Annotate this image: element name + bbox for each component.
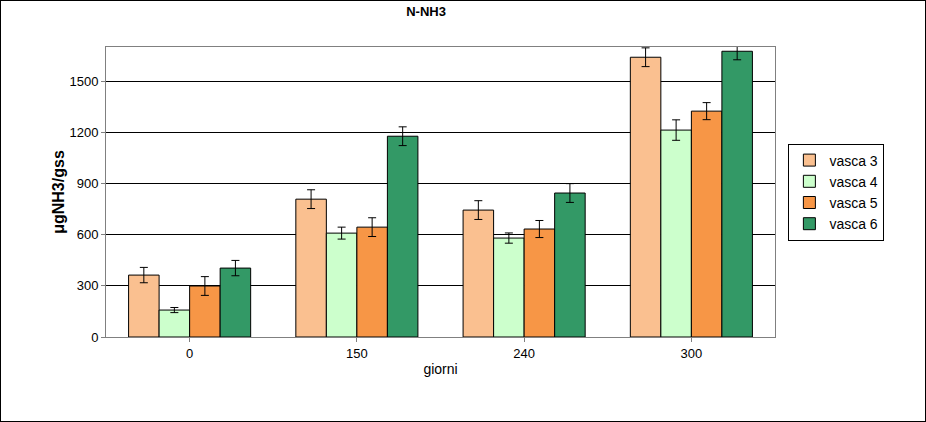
svg-text:300: 300	[681, 346, 703, 361]
svg-text:vasca 4: vasca 4	[829, 174, 877, 190]
svg-text:vasca 6: vasca 6	[829, 216, 877, 232]
svg-text:240: 240	[513, 346, 535, 361]
svg-text:600: 600	[77, 227, 99, 242]
svg-text:μgNH3/gss: μgNH3/gss	[50, 150, 67, 234]
svg-text:1200: 1200	[69, 125, 98, 140]
svg-text:900: 900	[77, 176, 99, 191]
svg-text:vasca 5: vasca 5	[829, 195, 877, 211]
svg-text:giorni: giorni	[423, 361, 457, 377]
svg-text:1500: 1500	[69, 74, 98, 89]
svg-text:0: 0	[186, 346, 193, 361]
svg-text:300: 300	[77, 278, 99, 293]
svg-text:0: 0	[91, 330, 98, 345]
svg-text:150: 150	[346, 346, 368, 361]
svg-text:vasca 3: vasca 3	[829, 153, 877, 169]
svg-text:N-NH3: N-NH3	[406, 4, 446, 19]
